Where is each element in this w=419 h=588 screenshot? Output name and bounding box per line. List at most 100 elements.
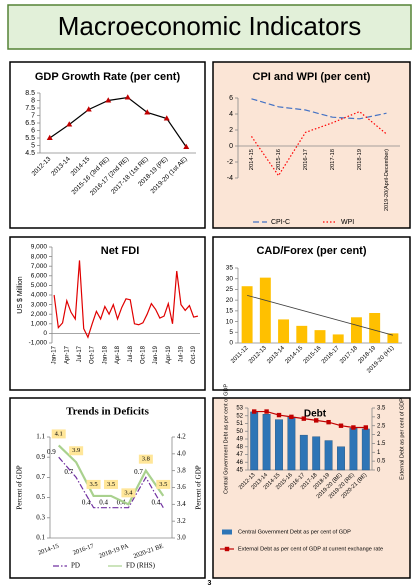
x-tick-label: Oct-17	[90, 345, 96, 364]
series-line	[251, 110, 387, 177]
legend-label: FD (RHS)	[126, 562, 156, 570]
y-tick-label: 1,000	[31, 321, 48, 328]
point-marker	[163, 115, 170, 121]
point-marker	[124, 94, 131, 100]
bar	[259, 277, 271, 343]
y-tick-label: 4,000	[31, 292, 48, 299]
trend-line	[247, 294, 393, 336]
y-tick-label: 8.5	[25, 90, 35, 97]
y2-axis-label: Percent of GDP	[195, 465, 203, 509]
point-marker	[252, 409, 257, 414]
y-tick-label: 46	[236, 460, 243, 466]
chart-title: GDP Growth Rate (per cent)	[35, 71, 181, 83]
data-label: 0.7	[134, 468, 143, 476]
bar	[278, 319, 290, 343]
y-tick-label: 7	[31, 112, 35, 119]
data-label: 0.4	[99, 498, 108, 506]
bar	[361, 428, 370, 471]
point-marker	[301, 416, 306, 421]
series-line	[53, 260, 199, 339]
x-tick-label: Jul-19	[179, 345, 185, 362]
data-label-box	[51, 429, 66, 439]
y2-tick-label: 3	[377, 414, 381, 420]
y-tick-label: 8	[31, 97, 35, 104]
series-line	[58, 456, 164, 509]
y-tick-label: 5.5	[25, 135, 35, 142]
y-tick-label: 4	[229, 111, 233, 118]
point-marker	[66, 121, 73, 127]
y-tick-label: -1,000	[29, 340, 48, 347]
y2-tick-label: 3.6	[177, 483, 186, 491]
point-marker	[338, 423, 344, 428]
legend-label: WPI	[341, 219, 354, 226]
y-tick-label: 15	[226, 308, 234, 315]
y-tick-label: 8,000	[31, 253, 48, 260]
series-line	[254, 410, 366, 429]
data-label: 3.4	[124, 489, 133, 496]
bar	[369, 313, 381, 343]
y-tick-label: 6	[229, 95, 233, 102]
data-label-box	[138, 454, 153, 464]
y-tick-label: 0.5	[36, 493, 45, 501]
chart-title: Net FDI	[101, 245, 140, 257]
y-tick-label: 0.1	[36, 534, 45, 542]
x-tick-label: Apr-19	[166, 345, 172, 364]
bar	[275, 419, 283, 471]
data-label: 3.9	[72, 447, 80, 454]
bar	[350, 317, 362, 343]
panel	[212, 61, 411, 229]
y2-tick-label: 2.5	[377, 423, 386, 429]
x-tick-label: Jan-18	[102, 345, 108, 364]
point-marker	[264, 409, 269, 414]
data-label: 0.7	[64, 468, 73, 476]
y-tick-label: 9,000	[31, 244, 48, 251]
y-axis-label: Central Government Debt as per cent of G…	[223, 384, 229, 494]
x-tick-label: Apr-17	[64, 345, 70, 364]
bar	[387, 333, 399, 343]
x-tick-label: 2014-15	[249, 149, 255, 170]
y2-axis-label: External Debt as per cent of GDP	[399, 398, 405, 480]
series-line	[49, 96, 187, 148]
series-line	[57, 444, 165, 506]
legend-label: External Debt as per cent of GDP at curr…	[238, 546, 383, 552]
bar	[250, 411, 259, 471]
data-label-box	[69, 446, 84, 456]
x-tick-label: 2017-18	[330, 149, 336, 170]
x-tick-label: Jan-17	[52, 345, 58, 364]
y-tick-label: 10	[226, 318, 234, 325]
data-label: 3.5	[107, 481, 115, 488]
y-tick-label: 51	[236, 421, 243, 427]
panel	[9, 236, 206, 391]
bar	[337, 446, 345, 471]
y2-tick-label: 2	[377, 432, 381, 438]
point-marker	[144, 109, 151, 115]
panel	[212, 397, 411, 579]
x-tick-label: Oct-18	[140, 345, 146, 364]
y-tick-label: 20	[226, 297, 234, 304]
bar	[296, 325, 308, 343]
bar	[312, 436, 321, 471]
x-tick-label: 2018-19	[357, 149, 363, 170]
x-tick-label: Oct-19	[191, 345, 197, 364]
y-tick-label: 6	[31, 127, 35, 134]
y-tick-label: 3,000	[31, 301, 48, 308]
legend-label: Central Government Debt as per cent of G…	[238, 529, 351, 535]
legend-label: CPI-C	[271, 219, 290, 226]
y-tick-label: 30	[226, 275, 234, 282]
legend-swatch	[222, 529, 232, 535]
y-tick-label: 0	[43, 330, 47, 337]
y-tick-label: 6.5	[25, 120, 35, 127]
x-tick-label: 2016-17	[303, 149, 309, 170]
y-tick-label: 0.9	[36, 453, 45, 461]
y-tick-label: 0	[229, 340, 233, 347]
y2-tick-label: 1	[377, 450, 381, 456]
y-tick-label: 7.5	[25, 105, 35, 112]
bar	[314, 330, 326, 343]
y-tick-label: 53	[236, 406, 243, 412]
point-marker	[276, 412, 282, 418]
y2-tick-label: 0	[377, 468, 381, 474]
bar	[332, 334, 344, 343]
data-label: 0.9	[47, 448, 56, 456]
